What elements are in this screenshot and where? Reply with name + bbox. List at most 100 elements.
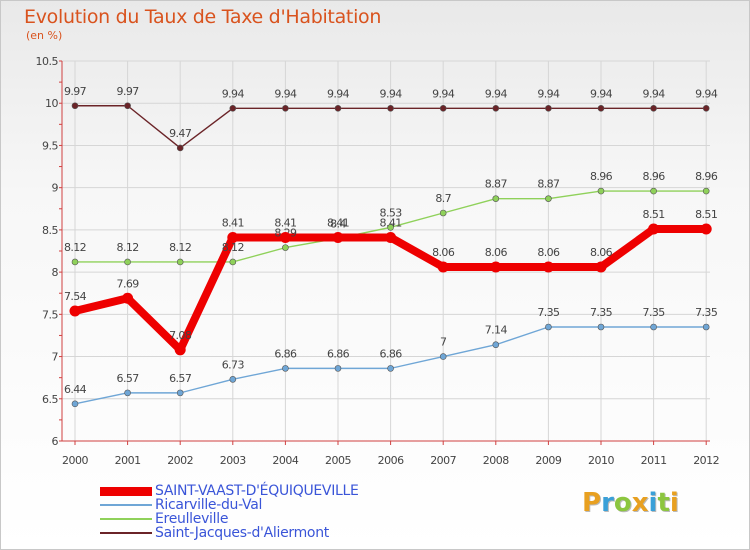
data-point — [229, 258, 237, 266]
data-point — [122, 292, 134, 304]
x-tick-label: 2005 — [325, 454, 351, 467]
data-point — [492, 341, 500, 349]
data-point — [597, 323, 605, 331]
data-label: 7.35 — [695, 306, 718, 319]
data-point — [387, 365, 394, 372]
chart-title: Evolution du Taux de Taxe d'Habitation — [24, 6, 382, 28]
data-point — [650, 187, 657, 195]
data-label: 8.4 — [330, 217, 346, 230]
data-point — [174, 344, 186, 356]
data-label: 9.94 — [432, 87, 455, 100]
data-label: 8.12 — [169, 241, 191, 254]
data-label: 8.96 — [643, 170, 666, 183]
data-point — [176, 258, 184, 266]
data-point — [545, 195, 552, 202]
data-label: 8.41 — [222, 216, 244, 229]
data-label: 7.69 — [117, 277, 140, 290]
legend: SAINT-VAAST-D'ÉQUIQUEVILLE Ricarville-du… — [100, 483, 359, 541]
data-label: 9.94 — [590, 87, 613, 100]
data-label: 8.06 — [590, 246, 613, 259]
legend-item[interactable]: SAINT-VAAST-D'ÉQUIQUEVILLE — [100, 483, 359, 499]
data-point — [439, 353, 447, 360]
legend-item[interactable]: Ricarville-du-Val — [100, 497, 359, 513]
legend-label: Saint-Jacques-d'Aliermont — [155, 525, 329, 541]
data-label: 9.94 — [380, 87, 403, 100]
data-label: 8.51 — [643, 208, 665, 221]
data-label: 6.86 — [274, 347, 297, 360]
data-label: 9.94 — [537, 87, 560, 100]
data-label: 7.08 — [169, 329, 192, 342]
data-label: 7.35 — [537, 306, 560, 319]
data-label: 8.7 — [435, 192, 451, 205]
data-label: 7.54 — [64, 290, 87, 303]
data-point — [492, 104, 500, 112]
data-label: 7 — [440, 336, 447, 349]
data-point — [124, 102, 131, 110]
data-point — [279, 231, 291, 243]
data-label: 9.94 — [485, 87, 508, 100]
data-point — [71, 102, 79, 110]
data-point — [227, 231, 239, 243]
data-point — [437, 261, 449, 273]
legend-swatch — [100, 486, 152, 496]
data-point — [597, 187, 605, 195]
y-tick-label: 6 — [52, 435, 59, 448]
data-point — [650, 104, 657, 112]
legend-item[interactable]: Saint-Jacques-d'Aliermont — [100, 525, 359, 541]
data-label: 8.06 — [485, 246, 508, 259]
logo-letter: i — [648, 488, 658, 518]
data-point — [282, 244, 289, 251]
data-point — [385, 231, 397, 243]
data-point — [332, 231, 344, 243]
y-tick-label: 10.5 — [36, 55, 59, 68]
data-label: 9.94 — [327, 87, 350, 100]
legend-item[interactable]: Ereulleville — [100, 511, 359, 527]
data-point — [702, 323, 710, 331]
data-point — [387, 224, 394, 231]
data-label: 9.47 — [169, 127, 192, 140]
legend-label: Ricarville-du-Val — [155, 497, 263, 513]
x-tick-label: 2009 — [535, 454, 561, 467]
data-label: 8.06 — [537, 246, 560, 259]
logo-letter: i — [669, 488, 679, 518]
x-tick-label: 2012 — [693, 454, 719, 467]
chart-subtitle: (en %) — [26, 29, 63, 42]
data-point — [702, 187, 710, 195]
data-point — [176, 389, 184, 397]
y-tick-label: 7 — [52, 351, 59, 364]
data-point — [124, 389, 131, 397]
data-label: 9.94 — [695, 87, 718, 100]
data-label: 7.14 — [485, 324, 508, 337]
x-tick-label: 2003 — [220, 454, 246, 467]
data-point — [176, 144, 184, 152]
data-point — [282, 365, 289, 372]
data-label: 8.96 — [590, 170, 613, 183]
data-point — [71, 258, 79, 266]
data-point — [542, 261, 554, 273]
data-label: 8.06 — [432, 246, 455, 259]
data-label: 9.97 — [64, 85, 87, 98]
data-label: 8.12 — [222, 241, 244, 254]
data-point — [700, 223, 712, 235]
x-tick-label: 2000 — [62, 454, 88, 467]
proxiti-logo: Proxiti — [582, 488, 679, 518]
x-tick-label: 2010 — [588, 454, 614, 467]
data-point — [439, 209, 447, 217]
x-tick-label: 2007 — [430, 454, 456, 467]
x-tick-label: 2004 — [272, 454, 298, 467]
y-tick-label: 9 — [52, 182, 59, 195]
data-label: 8.53 — [380, 206, 403, 219]
x-tick-label: 2008 — [483, 454, 509, 467]
y-tick-label: 6.5 — [42, 393, 58, 406]
data-label: 8.51 — [695, 208, 717, 221]
logo-letter: x — [631, 488, 649, 518]
data-point — [334, 365, 342, 372]
data-label: 8.87 — [537, 178, 560, 191]
logo-letter: t — [657, 488, 670, 518]
data-point — [595, 261, 607, 273]
data-label: 8.87 — [485, 178, 508, 191]
y-tick-label: 9.5 — [42, 139, 58, 152]
data-point — [492, 195, 500, 202]
data-label: 8.41 — [274, 216, 296, 229]
